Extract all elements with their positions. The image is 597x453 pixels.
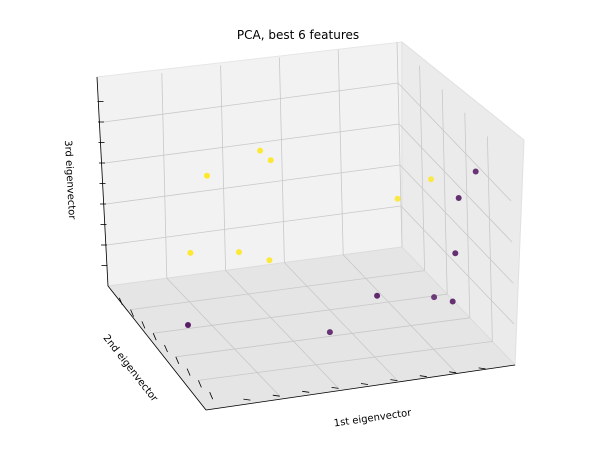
grid-line — [220, 65, 226, 271]
y-tick — [449, 371, 457, 374]
grid-line — [342, 254, 457, 374]
grid-line — [161, 73, 168, 279]
z-axis-line — [96, 76, 109, 287]
data-point-4 — [428, 176, 434, 183]
grid-line — [103, 82, 399, 123]
grid-line — [397, 82, 512, 202]
grid-line — [419, 65, 425, 271]
grid-line — [284, 262, 398, 381]
grid-line — [337, 49, 344, 255]
y-tick — [419, 375, 427, 378]
y-tick — [302, 390, 310, 393]
x-tick — [164, 344, 168, 353]
y-tick — [390, 379, 398, 381]
data-point-0 — [204, 172, 210, 179]
data-point-9 — [472, 168, 479, 175]
grid-line — [153, 293, 448, 334]
y-tick — [360, 383, 369, 385]
y-tick — [331, 387, 339, 389]
data-point-3 — [394, 195, 401, 202]
data-point-11 — [449, 298, 456, 305]
x-tick — [152, 333, 157, 341]
grid-line — [175, 317, 470, 358]
data-point-10 — [452, 250, 459, 257]
grid-line — [166, 277, 281, 397]
data-point-12 — [374, 292, 381, 299]
data-point-1 — [267, 157, 274, 164]
x-tick — [130, 309, 134, 317]
grid-line — [441, 89, 448, 295]
grid-line — [106, 205, 402, 246]
x-tick — [175, 356, 180, 364]
chart-title: PCA, best 6 features — [237, 28, 359, 42]
grid-line — [198, 341, 493, 381]
grid-line — [225, 270, 339, 389]
x-tick — [198, 380, 202, 388]
grid-line — [279, 57, 285, 263]
grid-lines — [103, 41, 515, 397]
grid-line — [130, 270, 425, 310]
data-point-7 — [266, 257, 273, 264]
y-tick — [478, 367, 486, 370]
grid-line — [464, 112, 471, 318]
data-point-13 — [431, 294, 438, 301]
grid-line — [399, 164, 514, 284]
grid-line — [400, 205, 515, 325]
x-tick — [209, 392, 214, 400]
data-point-6 — [236, 249, 242, 256]
grid-line — [487, 136, 493, 342]
x-tick — [141, 321, 146, 329]
x-axis-line — [205, 364, 516, 411]
y-axis-label: 2nd eigenvector — [100, 333, 160, 405]
z-axis-label: 3rd eigenvector — [62, 140, 77, 221]
grid-line — [105, 164, 401, 205]
grid-line — [396, 41, 403, 248]
pane-back-left — [96, 41, 403, 287]
data-points — [185, 147, 479, 336]
y-axis-line — [107, 285, 207, 411]
grid-line — [104, 123, 400, 164]
data-point-5 — [187, 249, 194, 256]
data-point-2 — [257, 147, 264, 154]
data-point-14 — [326, 329, 333, 336]
y-tick — [272, 394, 280, 397]
y-tick — [243, 398, 251, 401]
data-point-8 — [455, 195, 462, 201]
x-axis-label: 1st eigenvector — [333, 408, 413, 430]
x-tick — [186, 368, 191, 376]
grid-line — [398, 123, 513, 243]
data-point-15 — [185, 322, 191, 328]
